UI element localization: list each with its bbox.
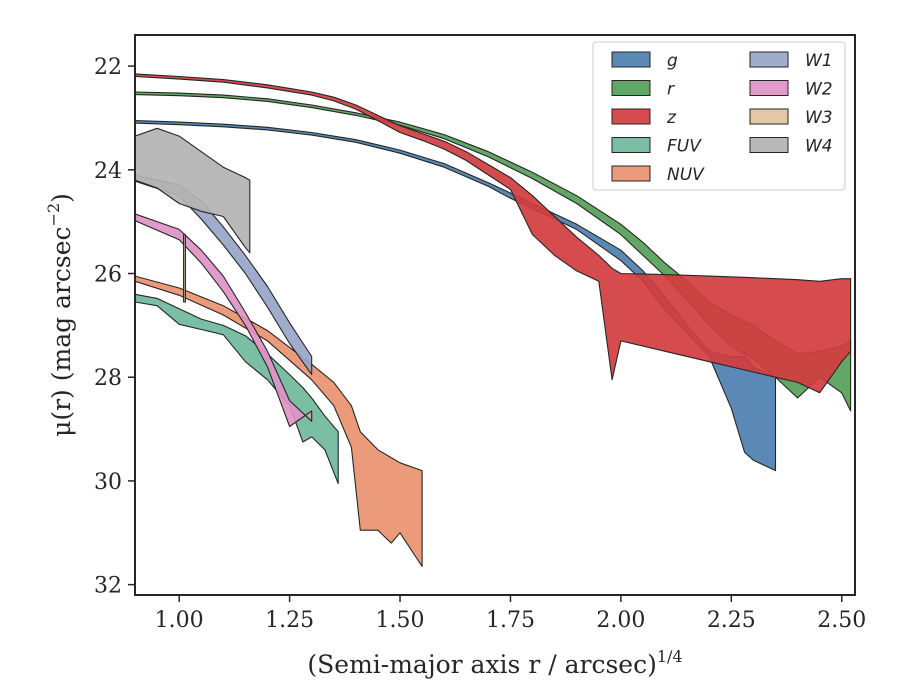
legend-label-nuv: NUV [667, 165, 705, 185]
legend-swatch-g [611, 51, 651, 68]
x-tick-label: 2.25 [707, 608, 756, 633]
legend-label-r: r [667, 80, 675, 100]
y-tick-label: 26 [94, 263, 122, 288]
series-band-w3 [183, 234, 186, 303]
legend-swatch-w2 [749, 80, 789, 96]
legend-label-w1: W1 [805, 51, 833, 71]
legend-label-w2: W2 [805, 80, 833, 100]
series-band-g [135, 120, 777, 472]
y-axis: 22 24 26 28 30 32 [94, 55, 135, 599]
legend-label-fuv: FUV [667, 137, 702, 157]
series-layer [135, 73, 852, 568]
series-band-r [135, 91, 852, 412]
series-band-fuv [135, 293, 339, 485]
series-band-w1 [135, 174, 313, 376]
x-tick-label: 2.00 [596, 608, 645, 633]
legend: grz FUV NUV W1 W2 W3 W4 [592, 41, 846, 191]
legend-swatch-w3 [749, 108, 789, 125]
legend-swatch-w1 [749, 51, 789, 68]
y-tick-label: 28 [94, 366, 122, 391]
y-tick-label: 24 [94, 159, 122, 184]
x-tick-label: 1.75 [486, 608, 535, 633]
legend-label-z: z [666, 108, 677, 128]
legend-label-w4: W4 [805, 137, 833, 157]
plot-frame [134, 34, 856, 596]
x-tick-label: 1.25 [265, 608, 314, 633]
series-band-z [135, 73, 852, 394]
y-tick-label: 30 [94, 470, 122, 495]
x-tick-label: 1.00 [155, 608, 204, 633]
y-axis-label: μ(r) (mag arcsec−2) [44, 193, 76, 437]
y-tick-label: 32 [94, 574, 122, 599]
x-axis: 1.00 1.25 1.50 1.75 2.00 2.25 2.50 [155, 595, 866, 633]
legend-label-w3: W3 [805, 108, 833, 128]
legend-swatch-r [611, 80, 651, 96]
x-axis-label: (Semi-major axis r / arcsec)1/4 [307, 647, 682, 679]
y-tick-label: 22 [94, 55, 122, 80]
legend-swatch-w4 [749, 137, 789, 153]
series-band-w2 [135, 213, 313, 428]
legend-label-g: g [667, 51, 678, 71]
x-tick-label: 1.50 [376, 608, 425, 633]
series-band-w4 [135, 127, 251, 254]
legend-swatch-fuv [611, 137, 651, 153]
legend-swatch-nuv [611, 165, 651, 182]
legend-swatch-z [611, 108, 651, 125]
x-tick-label: 2.50 [817, 608, 866, 633]
